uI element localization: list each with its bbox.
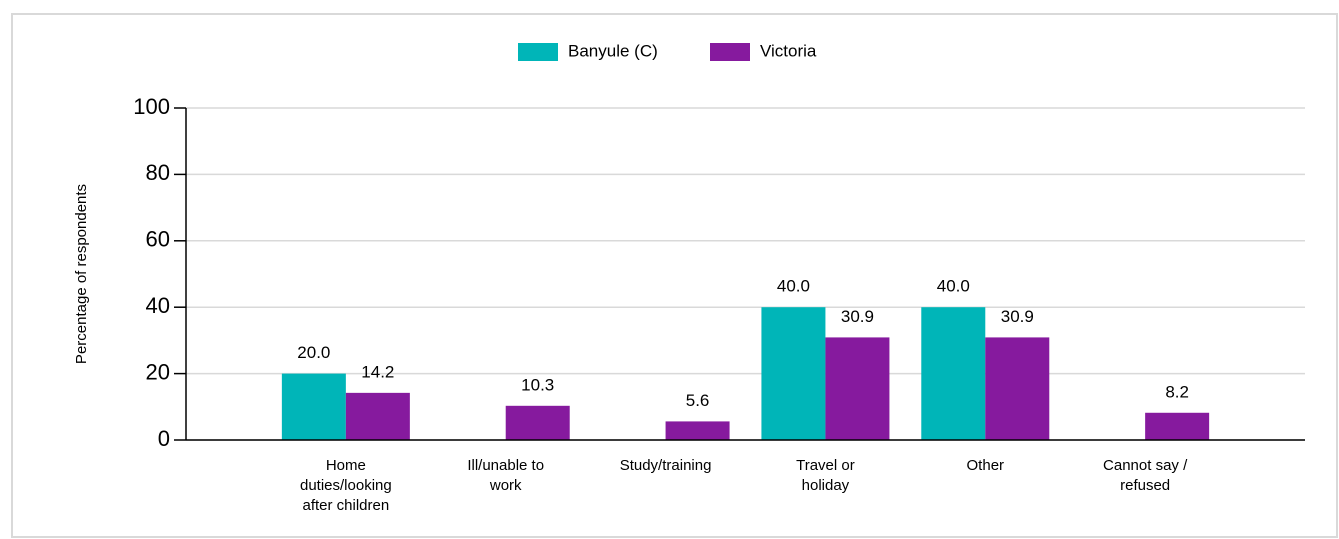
data-label: 30.9 — [1001, 307, 1034, 326]
data-label: 20.0 — [297, 343, 330, 362]
bar — [1145, 412, 1210, 440]
x-tick-label: Ill/unable to work — [467, 457, 544, 494]
x-tick-label: Study/training — [620, 457, 712, 474]
bar — [985, 337, 1050, 440]
data-label: 14.2 — [361, 362, 394, 381]
legend-label: Banyule (C) — [568, 41, 658, 60]
data-label: 40.0 — [777, 277, 810, 296]
y-tick-label: 20 — [146, 359, 170, 384]
legend-swatch — [518, 43, 558, 61]
legend-label: Victoria — [760, 41, 817, 60]
data-label: 30.9 — [841, 307, 874, 326]
bar — [665, 421, 730, 440]
data-label: 8.2 — [1165, 382, 1189, 401]
x-tick-label: Other — [967, 457, 1005, 474]
data-label: 10.3 — [521, 375, 554, 394]
data-label: 40.0 — [937, 277, 970, 296]
bar — [761, 307, 826, 440]
frame — [11, 13, 1338, 538]
bar — [345, 392, 410, 440]
y-tick-label: 80 — [146, 160, 170, 185]
x-tick-label: Travel or holiday — [796, 457, 855, 494]
bar — [825, 337, 890, 440]
bar — [281, 373, 346, 440]
y-tick-label: 0 — [158, 426, 170, 451]
y-tick-label: 40 — [146, 293, 170, 318]
x-tick-label: Cannot say / refused — [1103, 457, 1188, 494]
y-axis-label: Percentage of respondents — [73, 184, 90, 364]
data-label: 5.6 — [686, 391, 710, 410]
x-tick-label: Home duties/looking after children — [300, 457, 392, 514]
legend-swatch — [710, 43, 750, 61]
bar — [921, 307, 986, 440]
y-tick-label: 100 — [133, 94, 170, 119]
y-tick-label: 60 — [146, 227, 170, 252]
bar — [505, 405, 570, 440]
